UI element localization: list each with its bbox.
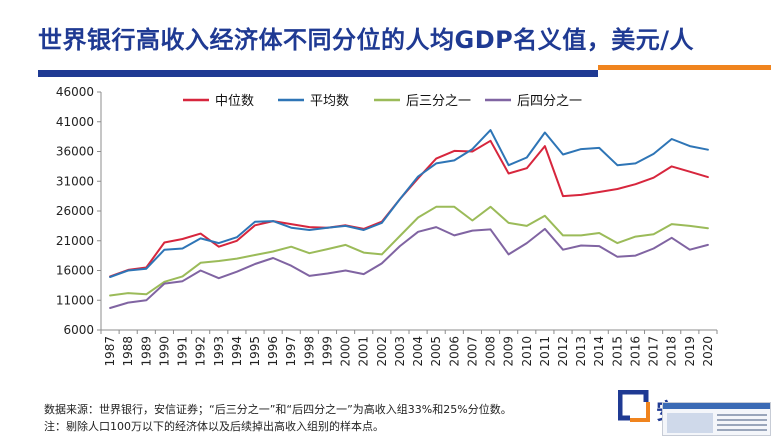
x-tick-label: 2018 — [665, 336, 679, 367]
x-tick-label: 1998 — [302, 336, 316, 367]
x-tick-label: 2014 — [592, 336, 606, 367]
x-tick-label: 2013 — [574, 336, 588, 367]
remark-note: 注：剔除人口100万以下的经济体以及后续掉出高收入组别的样本点。 — [44, 420, 384, 433]
y-tick-label: 21000 — [56, 234, 94, 248]
y-tick-label: 41000 — [56, 115, 94, 129]
x-tick-label: 2003 — [393, 336, 407, 367]
x-tick-label: 2010 — [520, 336, 534, 367]
x-tick-label: 1999 — [320, 336, 334, 367]
x-tick-label: 1987 — [103, 336, 117, 367]
video-thumbnail[interactable] — [662, 402, 771, 436]
x-tick-label: 2016 — [628, 336, 642, 367]
x-tick-label: 1992 — [194, 336, 208, 367]
x-tick-label: 2007 — [465, 336, 479, 367]
x-tick-label: 1997 — [284, 336, 298, 367]
x-tick-label: 1989 — [139, 336, 153, 367]
x-tick-label: 2017 — [647, 336, 661, 367]
x-tick-label: 2012 — [556, 336, 570, 367]
series-line-3 — [109, 205, 709, 297]
x-tick-label: 1996 — [266, 336, 280, 367]
x-tick-label: 2015 — [610, 336, 624, 367]
title-underline-orange — [598, 65, 771, 70]
page-title: 世界银行高收入经济体不同分位的人均GDP名义值，美元/人 — [38, 26, 694, 54]
x-tick-label: 2000 — [339, 336, 353, 367]
y-tick-label: 36000 — [56, 145, 94, 159]
y-tick-label: 6000 — [63, 323, 94, 337]
y-tick-label: 26000 — [56, 204, 94, 218]
x-tick-label: 1991 — [176, 336, 190, 367]
y-tick-label: 16000 — [56, 264, 94, 278]
y-tick-label: 31000 — [56, 174, 94, 188]
x-tick-label: 2011 — [538, 336, 552, 367]
x-tick-label: 2002 — [375, 336, 389, 367]
series-line-2 — [109, 129, 709, 278]
x-tick-label: 1995 — [248, 336, 262, 367]
x-tick-label: 2019 — [683, 336, 697, 367]
x-tick-label: 2001 — [357, 336, 371, 367]
x-tick-label: 2009 — [502, 336, 516, 367]
legend-label-3: 后三分之一 — [406, 94, 471, 109]
title-underline-navy — [38, 70, 598, 77]
thumbnail-image — [667, 413, 713, 433]
x-tick-label: 2020 — [701, 336, 715, 367]
legend-label-1: 中位数 — [215, 94, 254, 109]
x-tick-label: 2008 — [484, 336, 498, 367]
brand-logo-icon — [618, 390, 650, 422]
thumbnail-header — [663, 403, 770, 409]
source-note: 数据来源：世界银行，安信证券；“后三分之一”和“后四分之一”为高收入组33%和2… — [44, 403, 512, 416]
x-tick-label: 1993 — [212, 336, 226, 367]
y-tick-label: 46000 — [56, 85, 94, 99]
x-tick-label: 2006 — [447, 336, 461, 367]
x-tick-label: 1988 — [121, 336, 135, 367]
y-tick-label: 11000 — [56, 293, 94, 307]
series-line-4 — [109, 226, 709, 309]
x-tick-label: 1990 — [157, 336, 171, 367]
thumbnail-text-lines — [717, 414, 767, 432]
legend-label-2: 平均数 — [310, 94, 349, 109]
x-tick-label: 2004 — [411, 336, 425, 367]
legend-label-4: 后四分之一 — [517, 94, 582, 109]
x-tick-label: 2005 — [429, 336, 443, 367]
x-tick-label: 1994 — [230, 336, 244, 367]
